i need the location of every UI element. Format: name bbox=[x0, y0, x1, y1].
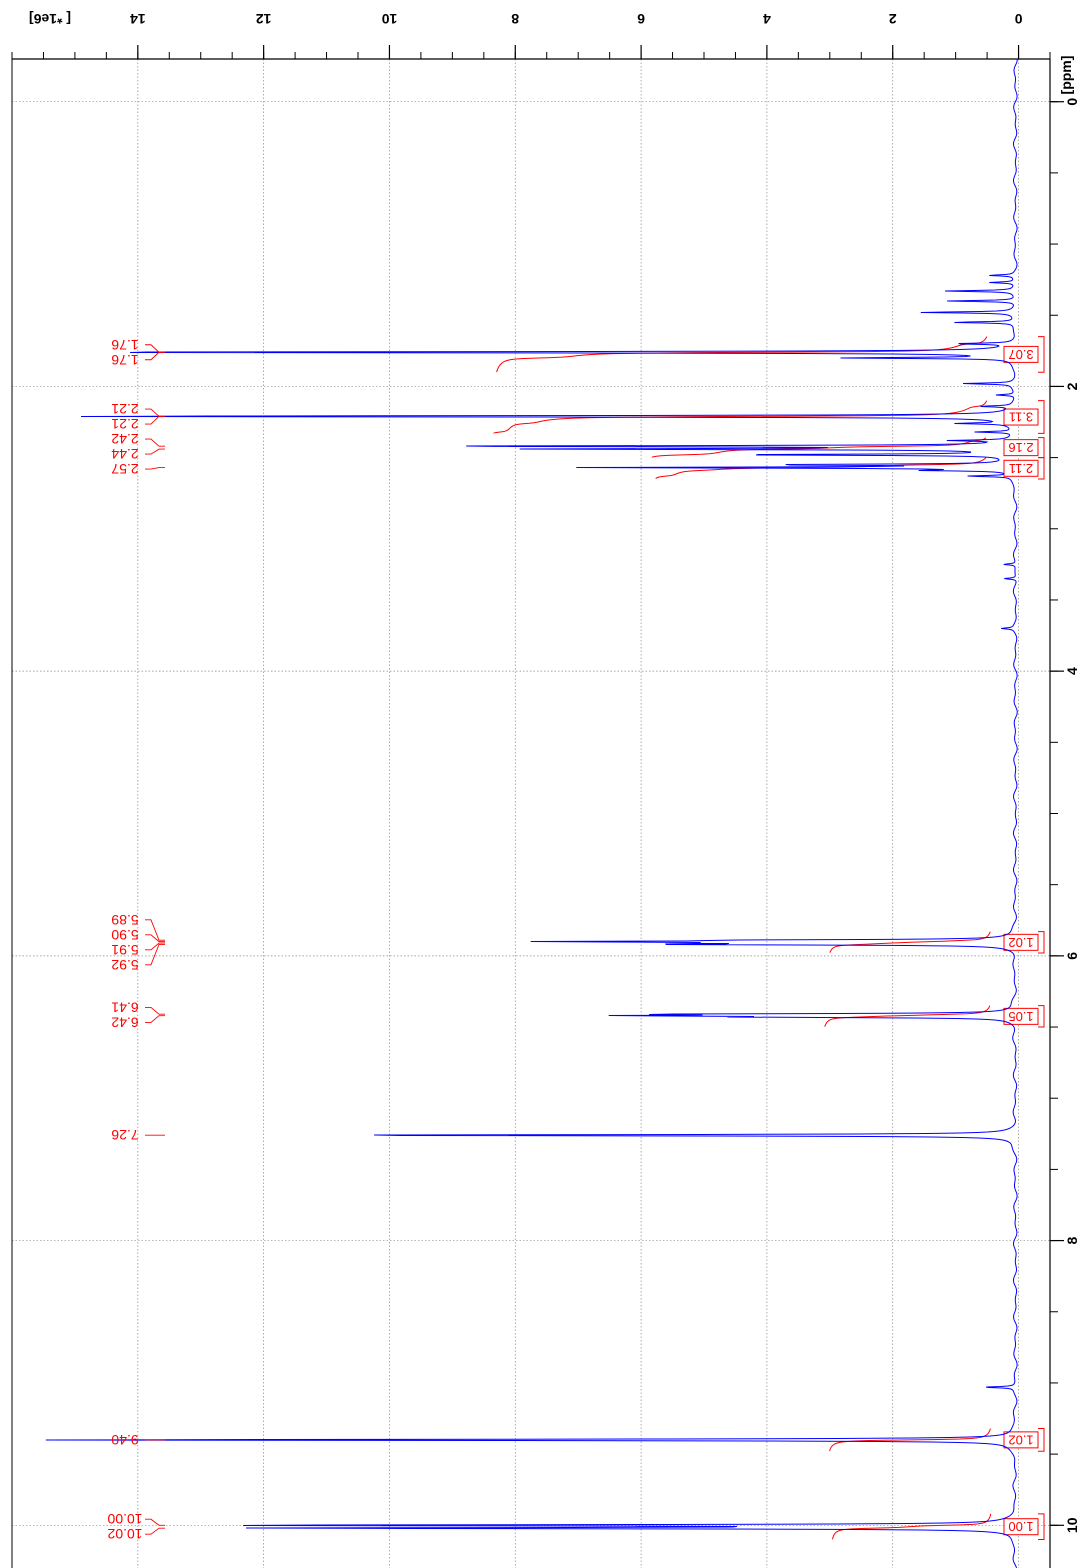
ppm-tick-label: 6 bbox=[1064, 952, 1080, 960]
ppm-tick-label: 0 bbox=[1064, 98, 1080, 106]
integral-curve bbox=[496, 336, 988, 373]
intensity-tick-label: 12 bbox=[256, 11, 272, 27]
integral-bracket bbox=[1038, 1005, 1045, 1028]
peak-label-connector bbox=[145, 1015, 165, 1023]
intensity-tick-label: 14 bbox=[130, 11, 146, 27]
peak-label-connector bbox=[145, 408, 165, 417]
plot-frame bbox=[11, 58, 1051, 1568]
intensity-axis-title: [ *1e6] bbox=[29, 11, 71, 27]
peak-label: 1.76 bbox=[111, 337, 138, 353]
peak-label: 5.91 bbox=[111, 942, 138, 958]
spectrum-trace bbox=[45, 58, 1018, 1568]
peak-label: 2.21 bbox=[111, 401, 138, 417]
peak-label: 5.92 bbox=[111, 957, 138, 973]
ppm-tick-label: 4 bbox=[1064, 667, 1080, 675]
peak-label: 5.89 bbox=[111, 912, 138, 928]
peak-label: 6.41 bbox=[111, 999, 138, 1015]
integral-bracket bbox=[1038, 437, 1045, 459]
peak-label-connector bbox=[145, 942, 165, 951]
peak-label-connector bbox=[145, 1527, 165, 1535]
peak-label-connector bbox=[145, 438, 165, 447]
axis-ticks bbox=[11, 45, 1064, 1526]
integral-curve bbox=[832, 1513, 992, 1540]
tick-labels: 0 2 4 6 8 10 12 14 0 2 4 6 8 10 bbox=[130, 11, 1080, 1533]
peak-label-connector bbox=[145, 944, 165, 966]
intensity-tick-label: 4 bbox=[763, 11, 771, 27]
peak-label: 2.21 bbox=[111, 416, 138, 432]
intensity-tick-label: 8 bbox=[511, 11, 519, 27]
integral-bracket bbox=[1038, 931, 1045, 954]
integral-bracket bbox=[1038, 1513, 1045, 1541]
integral-value-box bbox=[1003, 345, 1039, 363]
peak-label: 9.40 bbox=[111, 1432, 138, 1448]
integral-value: 3.11 bbox=[1009, 410, 1033, 425]
intensity-tick-label: 2 bbox=[889, 11, 897, 27]
integral-value-box bbox=[1003, 459, 1039, 477]
integral-bracket bbox=[1038, 1427, 1045, 1452]
ppm-axis-title: [ppm] bbox=[1058, 56, 1074, 95]
peak-label: 5.90 bbox=[111, 927, 138, 943]
peak-label: 6.42 bbox=[111, 1014, 138, 1030]
intensity-tick-label: 0 bbox=[1014, 11, 1022, 27]
integral-layer: 3.07 3.11 2.16 2.11 1.02 1.05 1.02 1.00 bbox=[493, 336, 1045, 1541]
peak-label-connector bbox=[145, 467, 165, 470]
grid-layer bbox=[12, 59, 1050, 1568]
peak-label-connector bbox=[145, 1006, 165, 1015]
integral-value: 1.00 bbox=[1008, 1519, 1033, 1534]
intensity-tick-label: 6 bbox=[637, 11, 645, 27]
integral-curve bbox=[829, 931, 991, 953]
integral-value-box bbox=[1003, 1431, 1039, 1449]
integral-value: 1.02 bbox=[1008, 935, 1033, 950]
peak-label: 2.44 bbox=[111, 446, 138, 462]
integral-value-box bbox=[1003, 1007, 1039, 1025]
peak-label-connector bbox=[145, 351, 165, 361]
peak-label-connector bbox=[145, 415, 165, 425]
spectrum-layer bbox=[45, 58, 1018, 1568]
peak-label-connector bbox=[145, 1518, 165, 1526]
integral-value: 1.05 bbox=[1008, 1009, 1033, 1024]
ppm-tick-label: 2 bbox=[1064, 382, 1080, 390]
ppm-tick-label: 8 bbox=[1064, 1236, 1080, 1244]
peak-label: 2.42 bbox=[111, 431, 138, 447]
integral-value: 1.02 bbox=[1008, 1432, 1033, 1447]
peak-label-connector bbox=[145, 344, 165, 353]
integral-value-box bbox=[1003, 439, 1039, 457]
integral-value-box bbox=[1003, 933, 1039, 951]
peak-label: 10.02 bbox=[107, 1526, 142, 1542]
integral-value: 2.11 bbox=[1009, 461, 1033, 476]
intensity-tick-label: 10 bbox=[381, 11, 397, 27]
peak-label-layer: 1.761.762.212.212.422.442.575.895.905.91… bbox=[107, 337, 165, 1542]
integral-bracket bbox=[1038, 400, 1045, 434]
peak-label: 7.26 bbox=[111, 1127, 138, 1143]
peak-label: 2.57 bbox=[111, 461, 138, 477]
ppm-tick-label: 10 bbox=[1064, 1517, 1080, 1533]
integral-value: 2.16 bbox=[1008, 440, 1033, 455]
peak-label-connector bbox=[145, 448, 165, 455]
peak-label: 1.76 bbox=[111, 352, 138, 368]
integral-bracket bbox=[1038, 457, 1045, 480]
integral-curve bbox=[829, 1428, 991, 1452]
integral-bracket bbox=[1038, 336, 1045, 373]
integral-value-box bbox=[1003, 1518, 1039, 1536]
peak-label-connector bbox=[145, 919, 165, 941]
integral-curve bbox=[824, 1005, 991, 1027]
peak-label-connector bbox=[145, 934, 165, 943]
peak-label: 10.00 bbox=[107, 1511, 142, 1527]
integral-value: 3.07 bbox=[1008, 347, 1033, 362]
integral-value-box bbox=[1003, 408, 1039, 426]
